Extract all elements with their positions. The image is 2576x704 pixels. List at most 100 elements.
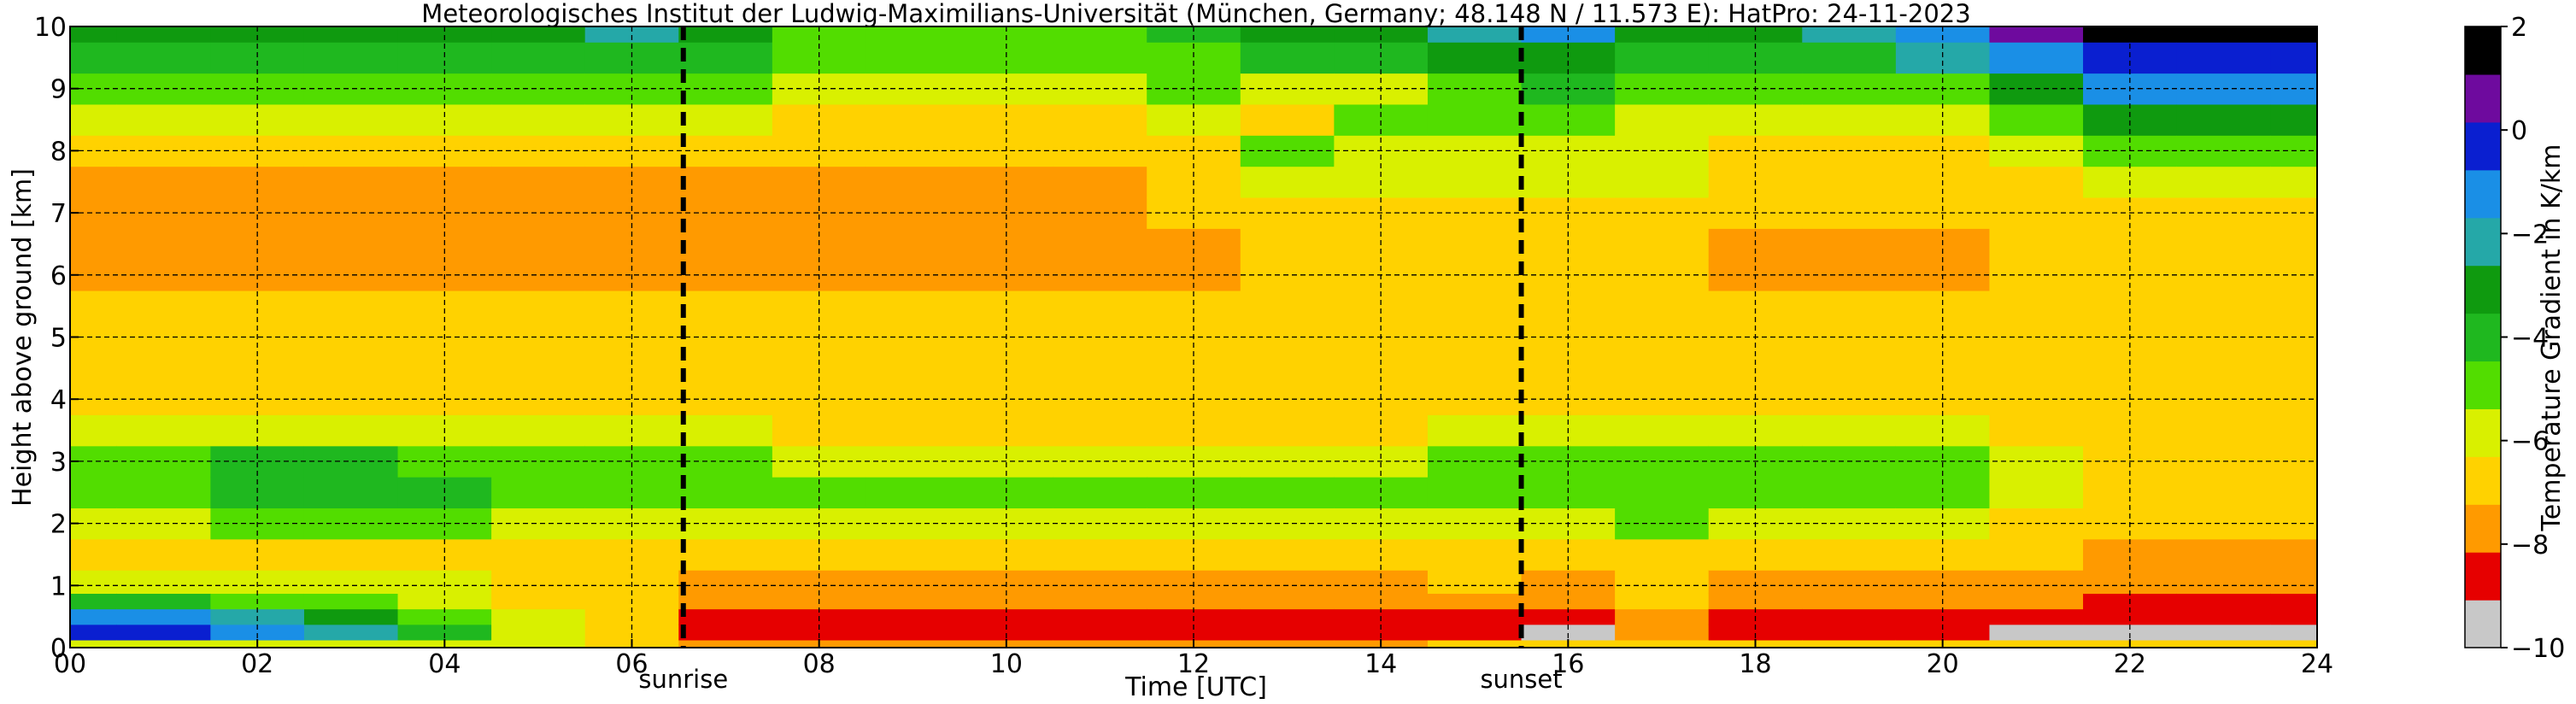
heatmap-cell [1240,593,1335,610]
heatmap-cell [866,42,960,74]
y-axis-label: Height above ground [km] [8,168,38,507]
heatmap-cell [2270,352,2317,384]
heatmap-cell [1427,42,1523,74]
heatmap-cell [1240,608,1335,625]
heatmap-cell [491,352,586,384]
heatmap-cell [491,73,586,105]
heatmap-cell [1895,624,1991,641]
colorbar-segment [2465,600,2501,648]
heatmap-cell [1427,166,1523,198]
heatmap-cell [1802,593,1897,610]
heatmap-cell [1615,103,1710,136]
heatmap-cell [491,321,586,354]
heatmap-cell [70,103,118,136]
heatmap-cell [303,166,399,198]
heatmap-cell [2270,414,2317,447]
heatmap-cell [2176,639,2271,648]
heatmap-cell [1053,570,1147,594]
heatmap-cell [2270,26,2317,43]
heatmap-cell [1427,103,1523,136]
heatmap-cell [1427,228,1523,261]
colorbar-segment [2465,504,2501,553]
colorbar-tick-label: −2 [2511,220,2549,249]
heatmap-cell [866,290,960,322]
heatmap-cell [1802,608,1897,625]
heatmap-cell [1708,26,1803,43]
y-axis-ticks: 0 1 2 3 4 5 6 7 8 9 10 [34,13,79,664]
heatmap-cell [303,228,399,261]
heatmap-cell [70,477,118,509]
heatmap-cell [116,570,211,594]
heatmap-cell [70,570,118,594]
x-tick-label: 22 [2114,649,2146,679]
heatmap-cell [1053,477,1147,509]
heatmap-cell [678,477,773,509]
x-tick-label: 06 [615,649,648,679]
heatmap-cell [116,608,211,625]
heatmap-cell [2176,608,2271,625]
heatmap-cell [303,290,399,322]
heatmap-cell [1147,624,1241,641]
heatmap-cell [70,42,118,74]
y-tick-label: 3 [50,448,67,478]
heatmap-cell [2083,26,2178,43]
heatmap-cell [1427,414,1523,447]
heatmap-cell [1053,290,1147,322]
heatmap-cell [116,538,211,571]
heatmap-cell [491,384,586,415]
heatmap-cell [70,26,118,43]
heatmap-cell [491,624,586,641]
heatmap-cell [1427,639,1523,648]
heatmap-cell [1802,103,1897,136]
heatmap-cell [116,26,211,43]
heatmap-cell [491,42,586,74]
heatmap-cell [116,414,211,447]
heatmap-cell [2176,26,2271,43]
heatmap-cell [491,608,586,625]
heatmap-cell [1989,538,2084,571]
heatmap-cell [2176,414,2271,447]
heatmap-cell [866,228,960,261]
colorbar-segment [2465,552,2501,601]
heatmap-cell [1989,103,2084,136]
x-axis-label: Time [UTC] [1124,672,1267,702]
heatmap-cell [491,290,586,322]
heatmap-cell [491,135,586,167]
x-tick-label: 14 [1364,649,1397,679]
x-tick-label: 16 [1552,649,1584,679]
heatmap-cell [1895,26,1991,43]
heatmap-cell [1240,624,1335,641]
heatmap-cell [1802,228,1897,261]
colorbar-segment [2465,265,2501,314]
heatmap-cell [866,639,960,648]
x-tick-label: 18 [1739,649,1771,679]
heatmap-cell [303,103,399,136]
colorbar-segment [2465,408,2501,457]
heatmap-cell [397,26,492,43]
heatmap-cell [303,639,399,648]
heatmap-cell [2176,538,2271,571]
heatmap-cell [116,352,211,384]
heatmap-cell [678,639,773,648]
heatmap-cell [1615,593,1710,610]
colorbar-tick-label: −8 [2511,531,2549,560]
heatmap-cell [491,538,586,571]
heatmap-cell [2270,477,2317,509]
heatmap-cell [1427,624,1523,641]
heatmap-cell [1053,352,1147,384]
heatmap-cell [1053,608,1147,625]
heatmap-cell [2176,352,2271,384]
colorbar-segment [2465,217,2501,267]
heatmap-cell [866,624,960,641]
heatmap-cell [1802,538,1897,571]
heatmap-cell [1427,608,1523,625]
heatmap-cell [397,624,492,641]
heatmap-cell [959,26,1054,43]
heatmap-cell [1802,639,1897,648]
heatmap-cell [866,352,960,384]
y-tick-label: 5 [50,324,67,354]
heatmap-cell [1427,477,1523,509]
heatmap-cell [678,593,773,610]
y-tick-label: 4 [50,385,67,415]
